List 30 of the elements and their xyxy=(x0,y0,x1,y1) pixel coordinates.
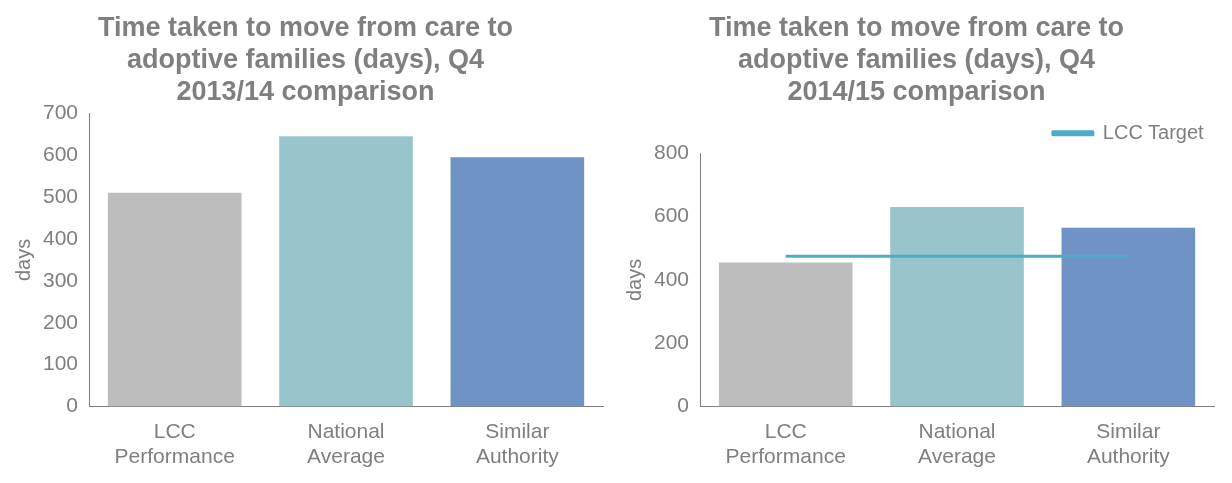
y-tick-label: 300 xyxy=(42,267,79,291)
y-tick-label: 400 xyxy=(42,225,79,249)
y-tick-label: 500 xyxy=(42,183,79,207)
y-tick-label: 0 xyxy=(677,393,690,417)
y-tick-label: 600 xyxy=(653,203,690,227)
bar xyxy=(450,157,585,407)
y-tick-label: 600 xyxy=(42,141,79,165)
bar xyxy=(890,207,1024,407)
y-tick-label: 100 xyxy=(42,351,79,375)
y-axis-title: days xyxy=(11,238,34,282)
x-tick-label: LCC Performance xyxy=(725,419,846,468)
y-tick-label: 200 xyxy=(653,330,690,354)
bar xyxy=(1061,227,1196,407)
bar xyxy=(279,136,413,407)
chart-title: Time taken to move from care to adoptive families (days), Q4 2013/14 comparison xyxy=(97,11,514,107)
x-tick-label: National Average xyxy=(307,419,385,468)
chart-title: Time taken to move from care to adoptive families (days), Q4 2014/15 comparison xyxy=(708,11,1125,107)
y-tick-label: 0 xyxy=(66,393,79,417)
x-tick-label: National Average xyxy=(918,419,996,468)
y-tick-label: 400 xyxy=(653,266,690,290)
y-tick-label: 800 xyxy=(653,140,690,163)
x-tick-label: LCC Performance xyxy=(114,419,235,468)
bar xyxy=(107,192,242,407)
y-axis-title: days xyxy=(622,258,645,302)
x-tick-label: Similar Authority xyxy=(1086,419,1171,468)
bar xyxy=(718,262,853,407)
x-tick-label: Similar Authority xyxy=(475,419,560,468)
legend-label: LCC Target xyxy=(1102,120,1205,143)
y-tick-label: 700 xyxy=(42,100,79,123)
y-tick-label: 200 xyxy=(42,309,79,333)
